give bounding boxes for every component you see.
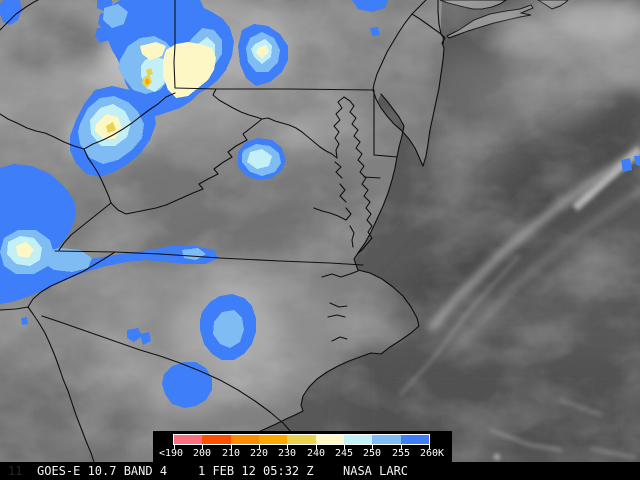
border-ky-va bbox=[58, 202, 112, 251]
colorbar-segment bbox=[315, 435, 344, 444]
colorbar-tick bbox=[316, 445, 317, 449]
chesapeake-bay-west-shore bbox=[333, 96, 355, 248]
colorbar-tick-label: 255 bbox=[391, 448, 411, 459]
border-mason-dixon bbox=[174, 87, 375, 91]
status-product-label: GOES-E 10.7 BAND 4 bbox=[37, 464, 168, 478]
colorbar-tick-label: 220 bbox=[249, 448, 269, 459]
enh-paleyellow-240-245 bbox=[16, 42, 269, 258]
colorbar-tick-label: 200 bbox=[192, 448, 212, 459]
colorbar-segment bbox=[372, 435, 401, 444]
border-md-va-delmarva bbox=[363, 176, 381, 179]
colorbar-tick-label: 210 bbox=[221, 448, 241, 459]
albemarle-sound bbox=[321, 270, 359, 278]
border-wv-va bbox=[110, 118, 263, 215]
colorbar-tick bbox=[344, 445, 345, 449]
colorbar-tick bbox=[259, 445, 260, 449]
pamlico-rivers bbox=[327, 302, 348, 342]
colorbar-tick-label: 240 bbox=[306, 448, 326, 459]
colorbar-tick-label: 230 bbox=[277, 448, 297, 459]
enhanced-cloud-regions bbox=[0, 0, 640, 408]
colorbar-segments bbox=[174, 435, 429, 444]
colorbar-tick bbox=[287, 445, 288, 449]
border-nc-ga bbox=[0, 306, 29, 311]
colorbar-tick bbox=[174, 445, 175, 449]
colorbar-tick bbox=[202, 445, 203, 449]
border-ny-nj bbox=[411, 13, 442, 35]
colorbar-less-than-label: < bbox=[159, 448, 166, 459]
hudson-river bbox=[437, 0, 445, 45]
status-credit-label: NASA LARC bbox=[343, 464, 409, 478]
colorbar: 190 200 210 220 230 240 245 250 255 260 < K bbox=[153, 431, 452, 462]
border-potomac-river bbox=[212, 88, 338, 159]
colorbar-tick-label: 190 bbox=[164, 448, 184, 459]
colorbar-tick bbox=[372, 445, 373, 449]
james-river bbox=[313, 207, 347, 221]
colorbar-segment bbox=[400, 435, 429, 444]
colorbar-segment bbox=[343, 435, 373, 444]
new-jersey-coast bbox=[422, 33, 446, 167]
satellite-image bbox=[0, 0, 640, 462]
nc-coast-outer-banks bbox=[206, 252, 420, 462]
border-oh-pa bbox=[173, 0, 176, 89]
colorbar-segment bbox=[202, 435, 231, 444]
border-pa-nj-delaware-river bbox=[372, 0, 427, 167]
border-lake-erie-shore bbox=[0, 0, 39, 31]
colorbar-tick bbox=[231, 445, 232, 449]
colorbar-segment bbox=[287, 435, 316, 444]
status-bar: 11 GOES-E 10.7 BAND 4 1 FEB 12 05:32 Z N… bbox=[0, 462, 640, 480]
chesapeake-bay-east-shore bbox=[343, 96, 373, 254]
colorbar-tick-label: 260 bbox=[419, 448, 439, 459]
colorbar-segment bbox=[258, 435, 288, 444]
colorbar-unit-label: K bbox=[438, 448, 445, 459]
border-md-de bbox=[373, 89, 398, 158]
colorbar-tick bbox=[401, 445, 402, 449]
border-ohio-river bbox=[0, 92, 176, 150]
colorbar-bar bbox=[173, 434, 430, 445]
colorbar-tick-label: 245 bbox=[334, 448, 354, 459]
colorbar-segment bbox=[230, 435, 259, 444]
border-ga-sc-savannah bbox=[27, 306, 95, 462]
border-ky-wv-big-sandy bbox=[83, 148, 112, 204]
state-borders bbox=[0, 0, 446, 462]
status-datetime-label: 1 FEB 12 05:32 Z bbox=[198, 464, 314, 478]
enh-amber-220-230 bbox=[145, 78, 150, 85]
colorbar-tick-label: 250 bbox=[362, 448, 382, 459]
colorbar-tick bbox=[429, 445, 430, 449]
frame-number: 11 bbox=[8, 464, 23, 478]
enh-cyan-245-250 bbox=[7, 37, 272, 266]
colorbar-segment bbox=[174, 435, 203, 444]
border-tn-nc bbox=[27, 251, 116, 308]
grain-texture bbox=[0, 0, 640, 462]
delaware-coast bbox=[357, 93, 405, 254]
